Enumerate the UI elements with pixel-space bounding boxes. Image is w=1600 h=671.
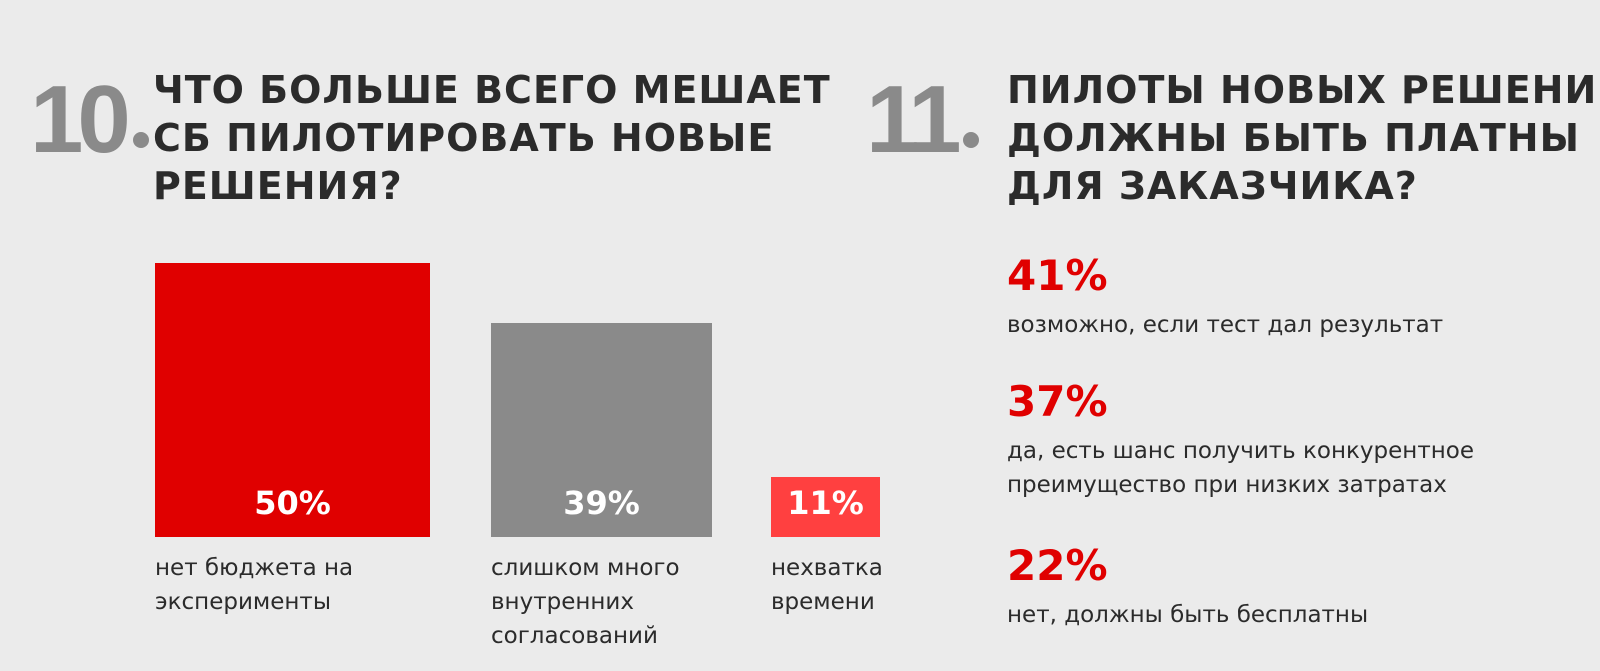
question-title-10: ЧТО БОЛЬШЕ ВСЕГО МЕШАЕТ СБ ПИЛОТИРОВАТЬ … xyxy=(153,66,831,210)
stat-value: 22% xyxy=(1007,541,1108,590)
bar-1: 50% xyxy=(155,263,430,537)
bar-chart: 50% нет бюджета на эксперименты 39% слишком … xyxy=(155,263,883,653)
stat-text-line: да, есть шанс получить конкурентное xyxy=(1007,438,1474,464)
category-label-line: эксперименты xyxy=(155,589,331,615)
bar-value-label: 11% xyxy=(787,483,864,522)
bar-value-label: 39% xyxy=(563,483,640,522)
stat-value: 37% xyxy=(1007,377,1108,426)
stat-value: 41% xyxy=(1007,251,1108,300)
stat-text-line: возможно, если тест дал результат xyxy=(1007,312,1444,338)
bar-value-label: 50% xyxy=(254,484,331,522)
question-title-10-line-1: ЧТО БОЛЬШЕ ВСЕГО МЕШАЕТ xyxy=(153,68,831,112)
category-label-line: слишком много xyxy=(491,555,680,581)
category-label-line: внутренних xyxy=(491,589,634,615)
question-title-11-line-1: ПИЛОТЫ НОВЫХ РЕШЕНИЙ xyxy=(1007,68,1600,112)
question-title-11-line-3: ДЛЯ ЗАКАЗЧИКА? xyxy=(1007,164,1418,208)
stat-text: возможно, если тест дал результат xyxy=(1007,308,1443,342)
stat-text-line: преимущество при низких затратах xyxy=(1007,472,1447,498)
bar-3: 11% xyxy=(771,476,880,537)
question-number-11: 11 xyxy=(866,72,980,168)
question-title-11: ПИЛОТЫ НОВЫХ РЕШЕНИЙ ДОЛЖНЫ БЫТЬ ПЛАТНЫ … xyxy=(1007,66,1600,210)
question-title-10-line-2: СБ ПИЛОТИРОВАТЬ НОВЫЕ xyxy=(153,116,775,160)
question-number-10-text: 10 xyxy=(30,66,131,173)
stat-item-41: 41% возможно, если тест дал результат xyxy=(1007,252,1443,342)
question-number-10: 10 xyxy=(30,72,149,168)
category-label-line: времени xyxy=(771,589,875,615)
number-dot-icon xyxy=(963,132,980,148)
question-title-11-line-2: ДОЛЖНЫ БЫТЬ ПЛАТНЫ xyxy=(1007,116,1580,160)
stat-item-37: 37% да, есть шанс получить конкурентное … xyxy=(1007,378,1474,502)
bar-2: 39% xyxy=(491,323,712,537)
number-dot-icon xyxy=(132,132,149,148)
category-label-line: согласований xyxy=(491,623,658,649)
question-number-11-text: 11 xyxy=(866,66,962,173)
stat-item-22: 22% нет, должны быть бесплатны xyxy=(1007,542,1368,632)
stat-text: нет, должны быть бесплатны xyxy=(1007,598,1368,632)
category-label-line: нет бюджета на xyxy=(155,555,354,581)
stat-text-line: нет, должны быть бесплатны xyxy=(1007,602,1369,628)
category-label: нехватка времени xyxy=(771,551,883,619)
category-label: нет бюджета на эксперименты xyxy=(155,551,353,619)
category-label-line: нехватка xyxy=(771,555,883,581)
category-label: слишком много внутренних согласований xyxy=(491,551,680,653)
stat-text: да, есть шанс получить конкурентное преи… xyxy=(1007,434,1474,502)
question-title-10-line-3: РЕШЕНИЯ? xyxy=(153,164,403,208)
